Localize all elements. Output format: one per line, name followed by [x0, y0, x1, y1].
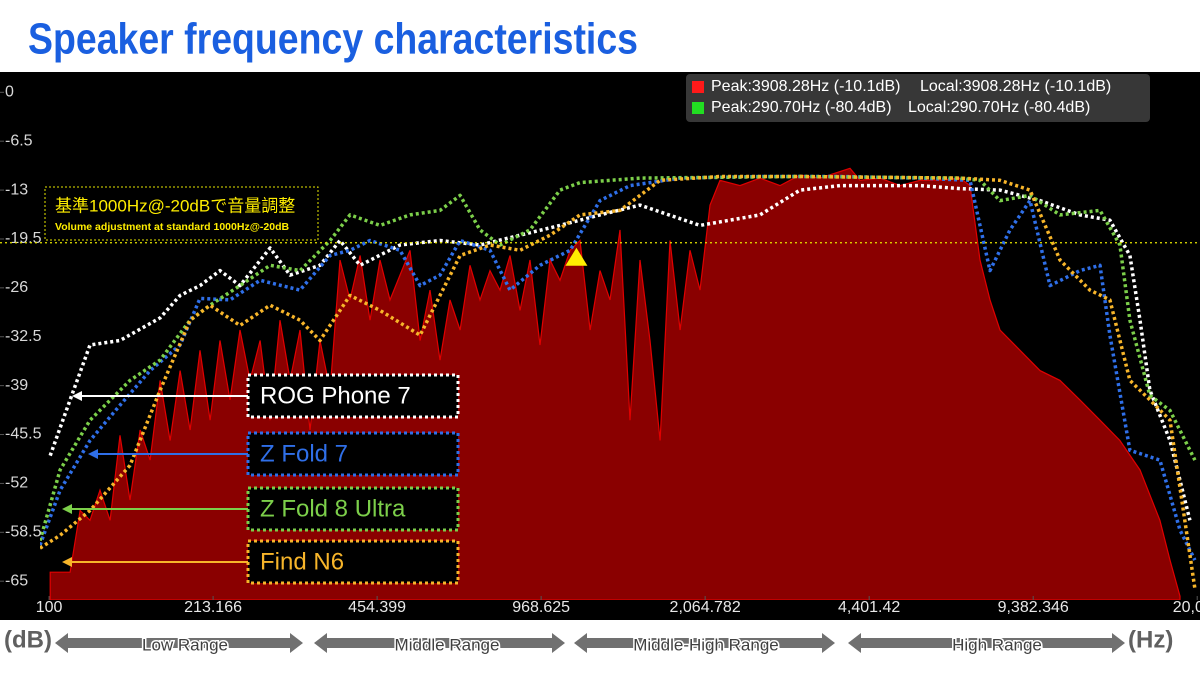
y-tick-label: -13 [5, 181, 28, 198]
range-arrow [574, 633, 835, 653]
annotation-text: Volume adjustment at standard 1000Hz@-20… [55, 221, 290, 233]
x-tick-label: 4,401.42 [838, 599, 900, 616]
x-tick-label: 2,064.782 [670, 599, 741, 616]
range-label: Low Range [142, 635, 228, 654]
legend-label: Z Fold 8 Ultra [260, 495, 406, 522]
y-tick-label: -52 [5, 475, 28, 492]
range-bar [55, 633, 1125, 653]
legend-arrowhead [62, 557, 72, 567]
y-tick-label: 0 [5, 84, 14, 101]
range-arrow [55, 633, 303, 653]
x-tick-label: 454.399 [348, 599, 406, 616]
legend-box [246, 486, 460, 532]
readout-local: Local:3908.28Hz (-10.1dB) [920, 78, 1111, 95]
y-tick-label: -26 [5, 279, 28, 296]
unit-left: (dB) [4, 626, 52, 653]
x-tick-label: 20,000 [1173, 599, 1200, 616]
readout-local: Local:290.70Hz (-80.4dB) [908, 99, 1090, 116]
peak-marker [565, 247, 588, 266]
x-tick-label: 100 [36, 599, 63, 616]
legend-box [246, 539, 460, 585]
x-tick-label: 968.625 [512, 599, 570, 616]
y-tick-label: -6.5 [5, 132, 33, 149]
range-label: Middle Range [395, 635, 500, 654]
x-tick-label: 9,382.346 [998, 599, 1069, 616]
legend-box [246, 373, 460, 419]
legend-box [246, 431, 460, 477]
response-line [40, 174, 1197, 561]
y-tick-label: -45.5 [5, 426, 42, 443]
range-label: Middle-High Range [633, 635, 779, 654]
range-arrow [848, 633, 1125, 653]
chart-title: Speaker frequency characteristics [28, 15, 638, 64]
x-tick-label: 213.166 [184, 599, 242, 616]
annotation-box [44, 186, 319, 241]
y-tick-label: -32.5 [5, 328, 42, 345]
legend-label: ROG Phone 7 [260, 382, 411, 409]
y-tick-label: -65 [5, 572, 28, 589]
unit-right: (Hz) [1128, 626, 1173, 653]
readout-swatch [692, 81, 704, 93]
y-tick-label: -39 [5, 377, 28, 394]
legend-label: Z Fold 7 [260, 440, 348, 467]
y-tick-label: -58.5 [5, 524, 42, 541]
legend-arrowhead [62, 504, 72, 514]
readout-peak: Peak:290.70Hz (-80.4dB) [711, 99, 892, 116]
response-line [40, 174, 1197, 589]
range-arrow [314, 633, 565, 653]
readout-box [686, 74, 1150, 122]
range-label: High Range [952, 635, 1042, 654]
readout-peak: Peak:3908.28Hz (-10.1dB) [711, 78, 900, 95]
y-tick-label: -19.5 [5, 230, 42, 247]
legend-label: Find N6 [260, 548, 344, 575]
annotation-text: 基準1000Hz@-20dBで音量調整 [55, 196, 295, 215]
legend-arrowhead [72, 391, 82, 401]
readout-swatch [692, 102, 704, 114]
legend-arrowhead [88, 449, 98, 459]
